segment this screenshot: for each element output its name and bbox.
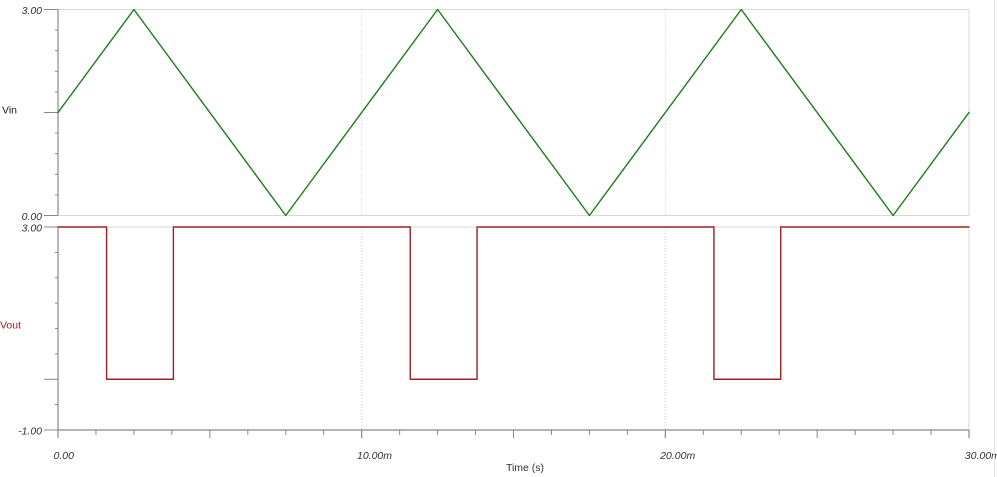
svg-text:Vout: Vout — [0, 320, 21, 332]
svg-text:3.00: 3.00 — [22, 223, 43, 235]
svg-text:0.00: 0.00 — [54, 450, 75, 462]
svg-text:20.00m: 20.00m — [659, 450, 695, 462]
svg-text:Time (s): Time (s) — [506, 462, 544, 474]
svg-text:10.00m: 10.00m — [357, 450, 392, 462]
svg-text:0.00: 0.00 — [22, 211, 43, 223]
svg-text:3.00: 3.00 — [22, 5, 43, 17]
svg-text:30.00m: 30.00m — [965, 450, 997, 462]
svg-text:Vin: Vin — [2, 105, 17, 117]
svg-text:-1.00: -1.00 — [18, 426, 42, 438]
